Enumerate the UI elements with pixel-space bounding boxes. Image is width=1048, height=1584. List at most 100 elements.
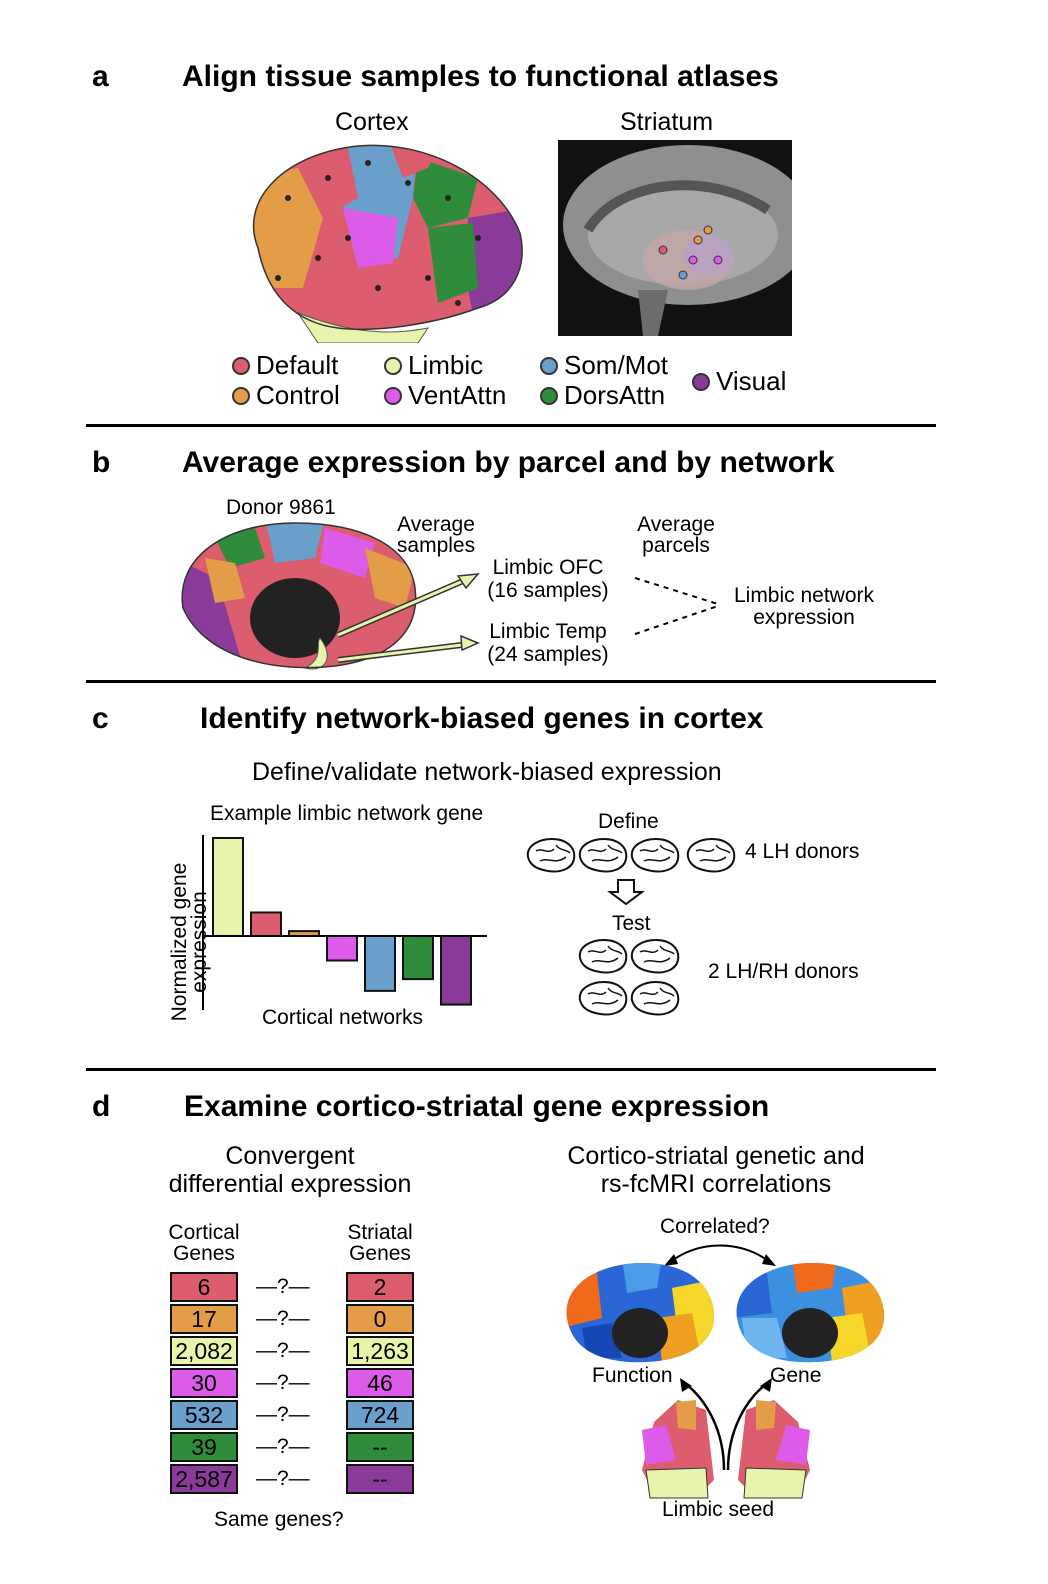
- legend-dot-icon: [384, 386, 402, 405]
- striatum-label: Striatum: [620, 108, 714, 136]
- define-label: Define: [598, 810, 659, 833]
- average-samples-label: Average samples: [386, 514, 486, 556]
- panel-c-title: Identify network-biased genes in cortex: [200, 702, 764, 735]
- panel-c-letter: c: [92, 702, 109, 735]
- legend-dot-icon: [540, 356, 558, 375]
- question-connector: —?—: [256, 1435, 310, 1458]
- striatal-cell-dorsattn: --: [346, 1432, 414, 1462]
- cortical-cell-dorsattn: 39: [170, 1432, 238, 1462]
- limbic-seed-graphic: [642, 1378, 810, 1499]
- question-connector: —?—: [256, 1371, 310, 1394]
- panel-c-subtitle: Define/validate network-biased expressio…: [252, 758, 722, 786]
- lhrh-donors-label: 2 LH/RH donors: [708, 960, 859, 983]
- arrow-down-icon: [607, 879, 645, 906]
- brain-icon: [686, 838, 736, 873]
- striatal-cell-limbic: 1,263: [346, 1336, 414, 1366]
- arrows-graphic: [336, 573, 480, 663]
- cortical-cell-default: 6: [170, 1272, 238, 1302]
- cortical-genes-header: Cortical Genes: [156, 1222, 252, 1264]
- divider: [86, 1068, 936, 1071]
- brain-icon: [630, 939, 680, 974]
- cortical-header-line1: Cortical: [168, 1221, 240, 1244]
- cortical-cell-visual: 2,587: [170, 1464, 238, 1494]
- panel-d-letter: d: [92, 1090, 111, 1123]
- function-label: Function: [592, 1364, 673, 1387]
- cortical-cell-ventattn: 30: [170, 1368, 238, 1398]
- cortical-cell-control: 17: [170, 1304, 238, 1334]
- legend-dot-icon: [692, 372, 710, 391]
- dashed-lines-graphic: [634, 577, 719, 635]
- average-parcels-label: Average parcels: [626, 514, 726, 556]
- limbic-network-label: Limbic network expression: [722, 585, 886, 629]
- limbic-temp-label: Limbic Temp (24 samples): [478, 620, 618, 666]
- panel-d-title: Examine cortico-striatal gene expression: [184, 1090, 770, 1123]
- legend-dot-icon: [232, 386, 250, 405]
- brain-icon: [630, 838, 680, 873]
- cortex-label: Cortex: [335, 108, 409, 136]
- cortex-brain-image: [252, 144, 523, 343]
- brain-icon: [578, 981, 628, 1016]
- striatal-cell-control: 0: [346, 1304, 414, 1334]
- cortical-header-line2: Genes: [173, 1242, 235, 1265]
- legend-label: Default: [256, 350, 339, 380]
- limbic-ofc-line2: (16 samples): [487, 579, 609, 602]
- bar-dorsattn: [402, 935, 434, 981]
- cortico-striatal-label: Cortico-striatal genetic and rs-fcMRI co…: [540, 1142, 892, 1198]
- legend-dot-icon: [232, 356, 250, 375]
- striatal-header-line2: Genes: [349, 1242, 411, 1265]
- donor-brains-graphic: [526, 838, 736, 1016]
- panel-a-title: Align tissue samples to functional atlas…: [182, 60, 779, 93]
- average-samples-line1: Average: [397, 513, 475, 536]
- bar-sommot: [364, 935, 396, 992]
- correlation-brains-graphic: [566, 1263, 885, 1363]
- legend-label: Som/Mot: [564, 350, 669, 380]
- divider: [86, 424, 936, 427]
- lh-donors-label: 4 LH donors: [745, 840, 860, 863]
- striatal-cell-ventattn: 46: [346, 1368, 414, 1398]
- convergent-line1: Convergent: [225, 1142, 355, 1170]
- bar-chart: [202, 835, 487, 1010]
- brain-icon: [630, 981, 680, 1016]
- panel-a-letter: a: [92, 60, 109, 93]
- function-brain: [566, 1263, 715, 1363]
- legend-dot-icon: [384, 356, 402, 375]
- same-genes-label: Same genes?: [214, 1508, 344, 1531]
- question-connector: —?—: [256, 1339, 310, 1362]
- legend-label: DorsAttn: [564, 380, 666, 410]
- striatal-cell-sommot: 724: [346, 1400, 414, 1430]
- limbic-network-line2: expression: [753, 606, 855, 629]
- chart-title: Example limbic network gene: [210, 802, 484, 825]
- legend-label: Control: [256, 380, 340, 410]
- bar-ventattn: [326, 935, 358, 962]
- average-parcels-line1: Average: [637, 513, 715, 536]
- striatal-genes-header: Striatal Genes: [332, 1222, 428, 1264]
- panel-b-letter: b: [92, 446, 111, 479]
- test-label: Test: [612, 912, 651, 935]
- convergent-line2: differential expression: [168, 1170, 412, 1198]
- bar-default: [250, 911, 282, 938]
- convergent-label: Convergent differential expression: [140, 1142, 440, 1198]
- correlated-arrow-icon: [664, 1244, 776, 1266]
- average-samples-line2: samples: [396, 534, 476, 557]
- striatal-header-line1: Striatal: [347, 1221, 413, 1244]
- legend-label: VentAttn: [408, 380, 507, 410]
- cortical-cell-sommot: 532: [170, 1400, 238, 1430]
- question-connector: —?—: [256, 1307, 310, 1330]
- limbic-network-line1: Limbic network: [733, 584, 875, 607]
- question-connector: —?—: [256, 1403, 310, 1426]
- brain-icon: [578, 939, 628, 974]
- legend-limbic: Limbic: [384, 350, 483, 381]
- striatal-cell-visual: --: [346, 1464, 414, 1494]
- donor-label: Donor 9861: [226, 496, 336, 519]
- limbic-temp-line1: Limbic Temp: [489, 620, 607, 643]
- correlated-label: Correlated?: [660, 1215, 770, 1238]
- cortical-cell-limbic: 2,082: [170, 1336, 238, 1366]
- cortico-striatal-line1: Cortico-striatal genetic and: [567, 1142, 865, 1170]
- chart-xlabel: Cortical networks: [262, 1006, 424, 1029]
- legend-label: Limbic: [408, 350, 484, 380]
- gene-brain: [736, 1263, 885, 1363]
- question-connector: —?—: [256, 1275, 310, 1298]
- brain-icon: [578, 838, 628, 873]
- legend-sommot: Som/Mot: [540, 350, 668, 381]
- striatum-mri-image: [558, 140, 792, 336]
